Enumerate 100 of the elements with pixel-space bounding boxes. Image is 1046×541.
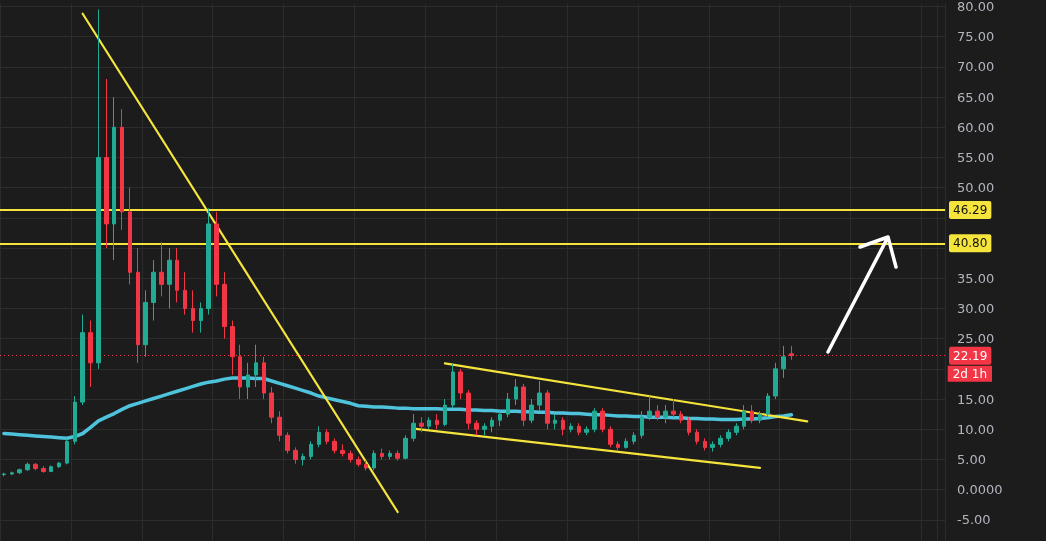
candlestick (419, 416, 424, 433)
candlestick (679, 410, 683, 424)
candlestick (529, 398, 534, 424)
candlestick (506, 392, 510, 418)
candlestick (80, 314, 85, 406)
candlestick (96, 9, 101, 370)
candlestick (569, 422, 573, 433)
y-tick-label: 10.00 (957, 421, 995, 437)
candlestick (443, 398, 447, 427)
candlestick (766, 392, 770, 418)
candlestick (608, 425, 613, 448)
candlestick (781, 345, 786, 379)
candlestick (521, 383, 526, 427)
y-tick-label: 0.0000 (957, 482, 1003, 498)
candlestick (726, 428, 731, 442)
candlestick (112, 96, 116, 261)
candlestick (128, 187, 132, 285)
candlestick (474, 419, 479, 436)
candlestick (655, 404, 660, 421)
candlestick (262, 356, 266, 400)
candlestick (750, 404, 754, 424)
candlestick (695, 428, 699, 445)
candlestick (356, 455, 361, 468)
candlestick (120, 108, 124, 231)
candlestick (710, 440, 715, 453)
candlestick (498, 410, 502, 427)
candlestick (561, 416, 565, 436)
y-tick-label: 80.00 (957, 0, 995, 14)
candlestick (458, 368, 463, 400)
y-tick-label: 35.00 (957, 270, 995, 286)
candlestick (332, 437, 337, 454)
candlestick (514, 378, 518, 406)
y-tick-label: 50.00 (957, 180, 995, 196)
candlestick (309, 440, 313, 460)
candlestick (671, 398, 676, 418)
candlestick (151, 259, 156, 322)
y-tick-label: -5.00 (957, 512, 991, 528)
y-tick-label: 15.00 (957, 391, 995, 407)
candlestick (490, 416, 494, 433)
candlestick (466, 389, 471, 430)
candlestick (33, 462, 38, 471)
candlestick (372, 449, 376, 471)
candlestick (663, 404, 668, 424)
y-tick-label: 5.00 (957, 451, 986, 467)
candlestick (57, 461, 61, 469)
candlestick (427, 416, 431, 430)
candlestick (451, 363, 455, 409)
candlestick (2, 472, 6, 477)
candlestick (380, 448, 384, 460)
candlestick (65, 437, 69, 465)
ref-line-label: 46.29 (953, 203, 988, 218)
candlestick (734, 422, 739, 436)
candlestick (592, 407, 597, 433)
y-tick-label: 60.00 (957, 119, 995, 135)
candlestick (73, 395, 77, 445)
candlestick (159, 241, 164, 297)
y-tick-label: 65.00 (957, 89, 995, 105)
y-tick-label: 30.00 (957, 300, 995, 316)
candlestick (758, 410, 762, 424)
candlestick (206, 207, 211, 316)
candlestick (340, 443, 345, 457)
candlestick (214, 211, 219, 297)
candlestick (742, 404, 746, 430)
candlestick (191, 289, 195, 334)
candlestick (246, 362, 250, 400)
candlestick (143, 289, 148, 358)
y-tick-label: 55.00 (957, 149, 995, 165)
candlestick (167, 247, 172, 309)
candlestick (49, 465, 53, 473)
candlestick (317, 425, 321, 448)
candlestick (632, 431, 636, 445)
candlestick (482, 422, 487, 436)
candlestick (545, 389, 550, 430)
y-tick-label: 75.00 (957, 29, 995, 45)
text: 2d 1h (952, 366, 988, 381)
candlestick (41, 465, 46, 474)
candlestick (301, 452, 305, 467)
candlestick (269, 386, 274, 424)
candlestick (104, 78, 109, 249)
candlestick (600, 407, 605, 433)
candlestick (773, 362, 778, 400)
candlestick (703, 437, 707, 451)
candlestick (17, 468, 22, 475)
candlestick (293, 446, 298, 465)
y-tick-label: 70.00 (957, 59, 995, 75)
candlestick (254, 344, 258, 388)
candlestick (640, 410, 644, 439)
candlestick (222, 271, 227, 340)
candlestick (199, 301, 203, 334)
candlestick (277, 410, 282, 442)
candlestick (718, 434, 723, 448)
candlestick (616, 440, 620, 451)
candlestick (577, 422, 581, 436)
ref-line-label: 40.80 (953, 236, 988, 251)
candlestick (584, 425, 589, 436)
y-tick-label: 25.00 (957, 331, 995, 347)
candlestick (285, 431, 290, 454)
candlestick (403, 434, 408, 460)
candlestick (647, 395, 652, 421)
candlestick (25, 461, 30, 472)
